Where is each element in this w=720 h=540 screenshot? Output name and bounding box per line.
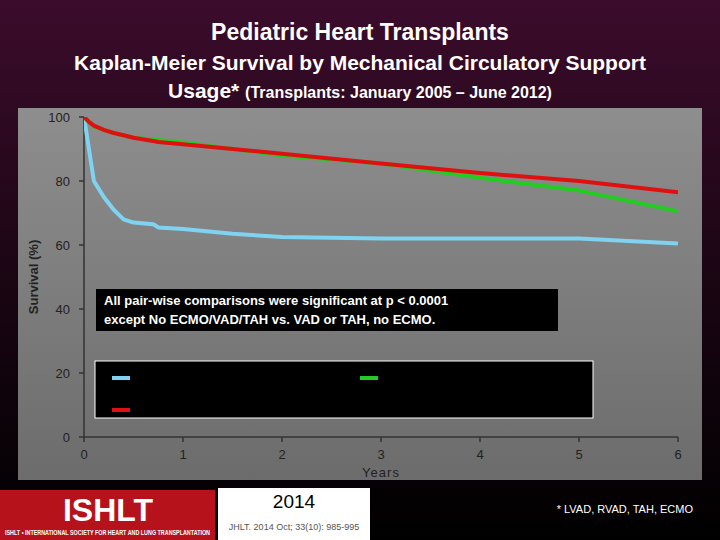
chart: Pediatric Heart Transplants Kaplan-Meier … [0,0,720,540]
x-tick-label: 0 [80,447,87,462]
y-tick-label: 100 [48,110,70,125]
x-tick [281,437,283,442]
y-axis [83,117,85,437]
series-line [84,117,678,243]
x-tick [479,437,481,442]
y-tick [79,180,84,182]
y-tick-label: 40 [56,302,70,317]
y-axis-label: Survival (%) [26,240,41,314]
chart-area [18,108,702,480]
x-tick-label: 1 [179,447,186,462]
x-tick [380,437,382,442]
y-tick-label: 0 [63,430,70,445]
x-tick [578,437,580,442]
subtitle: Usage* (Transplants: January 2005 – June… [168,79,552,102]
x-tick-label: 3 [377,447,384,462]
legend-swatch [112,408,130,412]
series-line [84,117,678,211]
y-tick-label: 60 [56,238,70,253]
y-tick-label: 20 [56,366,70,381]
logo: ISHLT [63,492,154,528]
footnote: * LVAD, RVAD, TAH, ECMO [557,503,694,515]
x-tick [182,437,184,442]
legend-swatch [112,376,130,380]
series-group [84,117,678,243]
y-tick-label: 80 [56,174,70,189]
annotation: except No ECMO/VAD/TAH vs. VAD or TAH, n… [104,312,435,327]
source-box [218,488,370,540]
y-tick [79,244,84,246]
x-tick-label: 6 [674,447,681,462]
x-tick-label: 4 [476,447,483,462]
x-axis-label: Years [362,465,400,480]
x-tick-label: 5 [575,447,582,462]
legend-swatch [360,376,378,380]
subtitle: Kaplan-Meier Survival by Mechanical Circ… [74,51,646,74]
title: Pediatric Heart Transplants [211,19,509,45]
x-tick [677,437,679,442]
x-tick [83,437,85,442]
annotation: All pair-wise comparisons were significa… [104,293,448,308]
annotation-box [96,289,558,331]
society: ISHLT • INTERNATIONAL SOCIETY FOR HEART … [5,529,210,536]
subtitle-part: Usage* [168,79,245,102]
y-tick [79,372,84,374]
y-tick [79,308,84,310]
series-line [84,117,678,192]
x-tick-label: 2 [278,447,285,462]
y-tick [79,116,84,118]
legend-box [95,361,593,418]
subtitle-note: (Transplants: January 2005 – June 2012) [245,84,552,101]
citation: JHLT. 2014 Oct; 33(10): 985-995 [229,522,359,532]
source-year: 2014 [273,491,316,512]
logo-box [0,490,215,540]
